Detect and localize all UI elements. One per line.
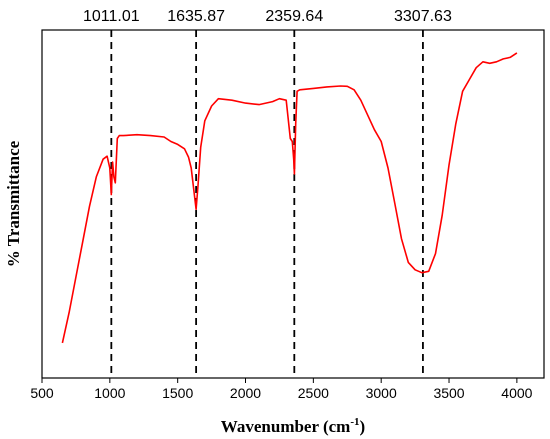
peak-markers: 1011.01 1635.87 2359.64 3307.63 bbox=[83, 8, 452, 378]
x-tick-label: 2000 bbox=[230, 385, 261, 401]
x-tick-label: 2500 bbox=[298, 385, 329, 401]
x-tick-label: 3500 bbox=[433, 385, 464, 401]
x-ticks: 500 1000 1500 2000 2500 3000 3500 4000 bbox=[30, 378, 533, 401]
peak-marker-label: 3307.63 bbox=[394, 8, 452, 25]
x-tick-label: 3000 bbox=[366, 385, 397, 401]
x-axis-title: Wavenumber (cm-1) bbox=[221, 416, 365, 436]
peak-marker-label: 1011.01 bbox=[83, 8, 140, 25]
x-tick-label: 1500 bbox=[162, 385, 193, 401]
series-line bbox=[61, 52, 518, 344]
peak-marker-label: 2359.64 bbox=[265, 8, 323, 25]
plot-area-frame bbox=[41, 29, 545, 379]
x-tick-label: 500 bbox=[30, 385, 54, 401]
x-tick-label: 1000 bbox=[94, 385, 125, 401]
y-axis-title: % Transmittance bbox=[4, 140, 23, 267]
peak-marker-label: 1635.87 bbox=[167, 8, 225, 25]
x-tick-label: 4000 bbox=[501, 385, 532, 401]
series-layer bbox=[61, 52, 518, 344]
